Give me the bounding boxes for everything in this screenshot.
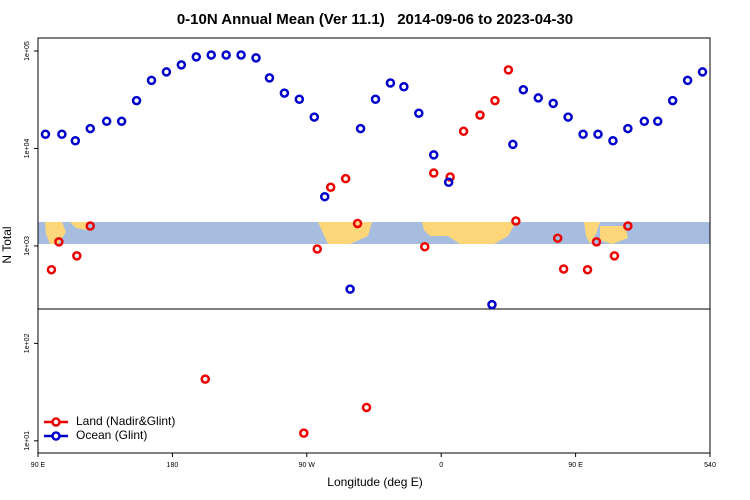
point xyxy=(85,123,96,134)
point xyxy=(221,50,231,60)
point xyxy=(639,116,650,127)
y-tick-label: 1e+01 xyxy=(24,431,31,451)
point xyxy=(294,94,305,104)
point xyxy=(236,50,246,60)
x-tick-label: 90 E xyxy=(31,462,46,469)
y-axis-label: N Total xyxy=(0,226,14,263)
point xyxy=(667,95,678,106)
legend-label: Land (Nadir&Glint) xyxy=(76,414,175,428)
point xyxy=(251,53,261,63)
point xyxy=(191,52,202,62)
point xyxy=(399,81,409,92)
point xyxy=(582,264,593,275)
point xyxy=(319,191,330,202)
point xyxy=(299,428,309,438)
point xyxy=(312,244,323,254)
point xyxy=(490,95,500,106)
y-tick-label: 1e+03 xyxy=(24,236,31,256)
point xyxy=(200,374,211,384)
point xyxy=(46,264,57,275)
x-axis-label: Longitude (deg E) xyxy=(327,475,422,489)
point xyxy=(609,251,620,261)
point xyxy=(623,221,633,231)
point xyxy=(70,135,81,146)
point xyxy=(503,65,514,75)
point xyxy=(264,73,275,83)
point xyxy=(458,126,469,137)
legend-marker xyxy=(51,431,61,441)
point xyxy=(511,216,521,226)
point xyxy=(352,218,363,229)
point xyxy=(593,129,603,139)
point xyxy=(591,237,602,247)
point xyxy=(563,112,573,122)
x-tick-label: 90 E xyxy=(568,462,583,469)
chart-title: 0-10N Annual Mean (Ver 11.1) 2014-09-06 … xyxy=(177,11,573,28)
point xyxy=(475,110,485,120)
point xyxy=(131,95,142,106)
point xyxy=(161,67,172,77)
point xyxy=(623,123,633,134)
point xyxy=(420,242,430,252)
x-tick-label: 90 W xyxy=(299,462,316,469)
point xyxy=(443,177,454,188)
point xyxy=(697,67,708,77)
point xyxy=(414,108,424,118)
point xyxy=(279,88,290,98)
point xyxy=(428,168,439,178)
point xyxy=(552,233,563,243)
point xyxy=(533,93,544,103)
point xyxy=(116,116,127,127)
point xyxy=(40,129,51,139)
point xyxy=(608,135,618,146)
x-tick-label: 0 xyxy=(439,462,443,469)
point xyxy=(445,172,455,182)
point xyxy=(548,98,558,109)
point xyxy=(518,85,529,95)
point xyxy=(385,78,396,88)
point xyxy=(309,112,320,122)
point xyxy=(85,221,96,231)
point xyxy=(72,251,82,261)
x-tick-label: 180 xyxy=(167,462,179,469)
point xyxy=(57,129,67,139)
point xyxy=(355,123,366,134)
point xyxy=(206,50,216,60)
point xyxy=(340,173,351,184)
map-strip xyxy=(38,222,710,244)
point xyxy=(652,116,663,127)
y-tick-label: 1e+04 xyxy=(24,139,31,159)
legend-marker xyxy=(51,417,61,427)
point xyxy=(428,150,439,160)
y-tick-label: 1e+05 xyxy=(24,41,31,61)
point xyxy=(361,402,372,413)
point xyxy=(146,75,157,86)
point xyxy=(682,75,693,86)
x-tick-label: 540 xyxy=(704,462,716,469)
point xyxy=(54,237,64,247)
point xyxy=(325,182,336,192)
point xyxy=(370,94,381,104)
legend-label: Ocean (Glint) xyxy=(76,428,147,442)
point xyxy=(487,299,497,310)
point xyxy=(508,139,518,150)
point xyxy=(578,129,588,139)
point xyxy=(558,264,569,274)
y-tick-label: 1e+02 xyxy=(24,333,31,353)
point xyxy=(176,60,187,70)
point xyxy=(345,284,355,294)
point xyxy=(101,116,112,127)
